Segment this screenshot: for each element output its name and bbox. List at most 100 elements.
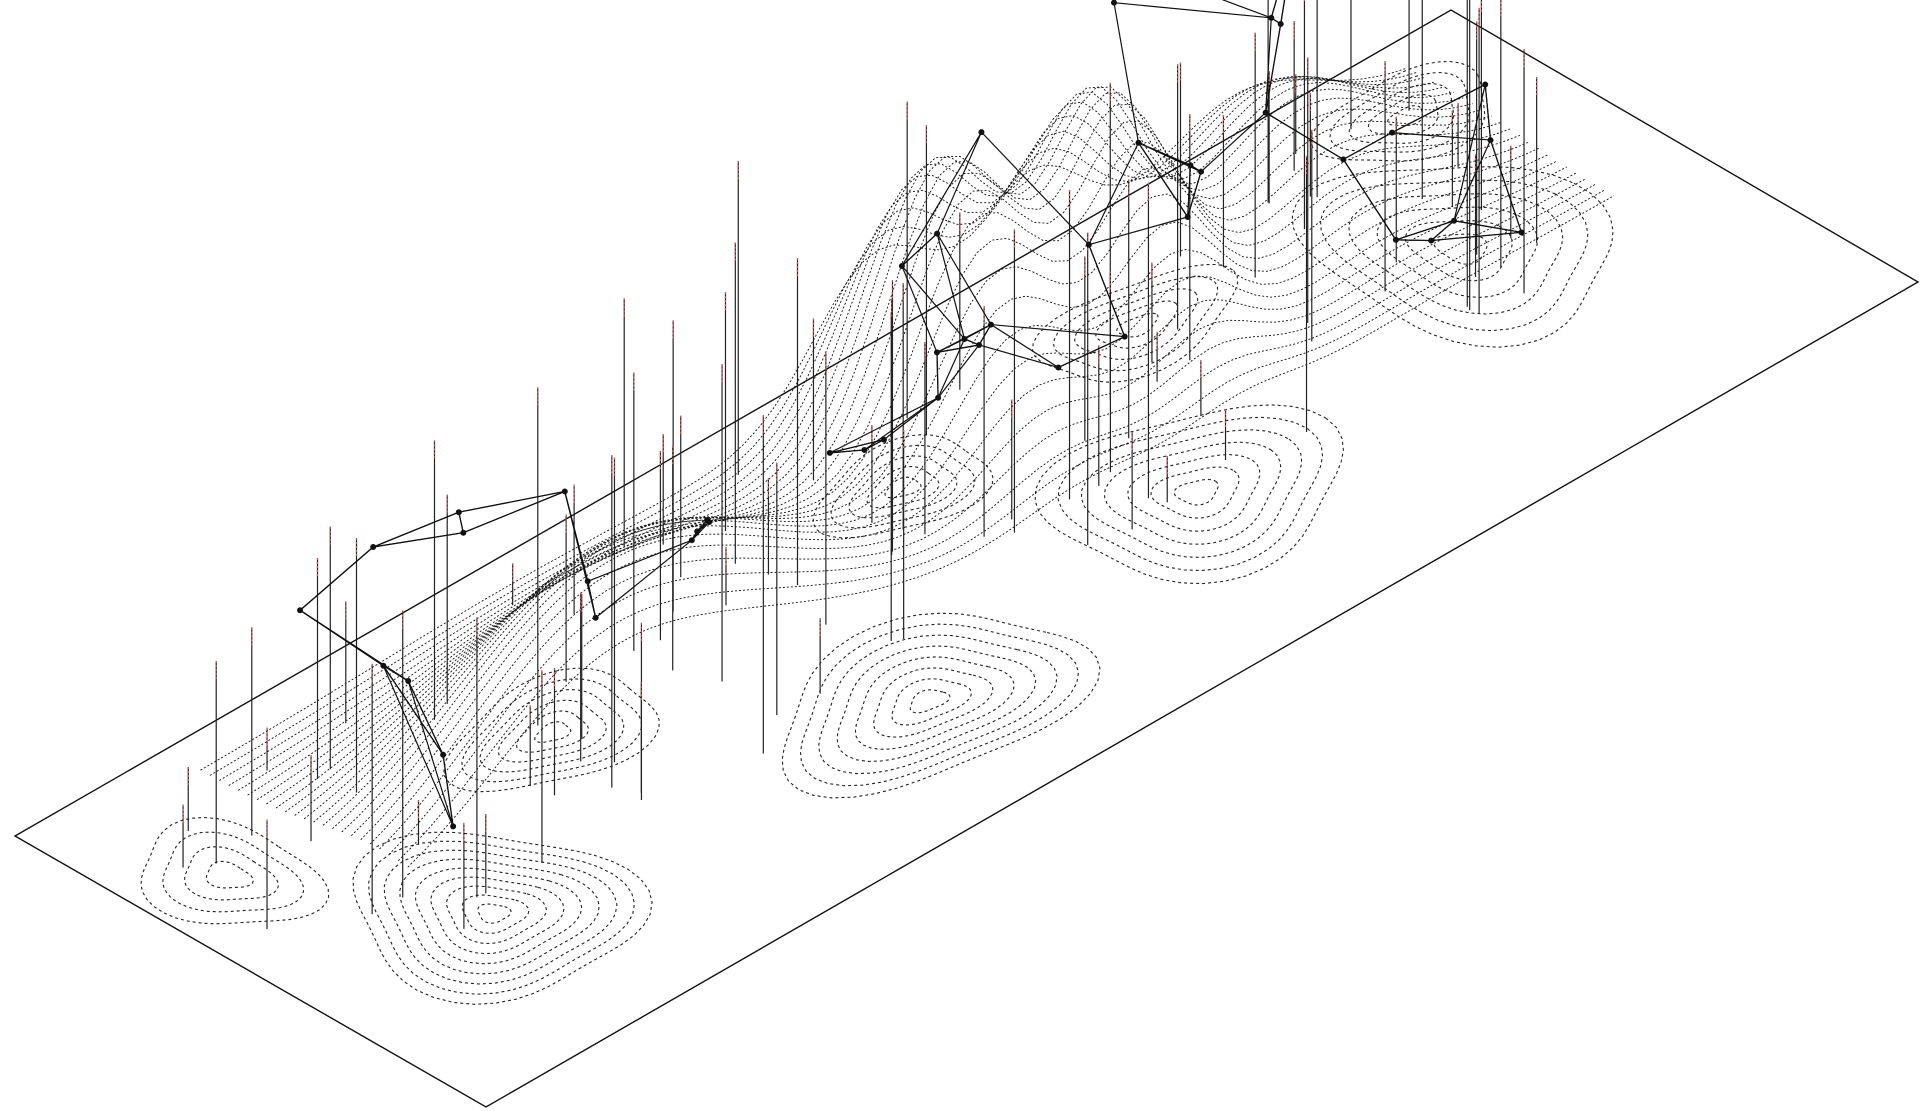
network-edge: [1088, 216, 1188, 246]
contour: [205, 860, 254, 889]
network-node: [976, 341, 983, 348]
contour: [515, 710, 589, 753]
contour: [1319, 179, 1589, 332]
network-edge: [981, 131, 1090, 246]
network-node: [978, 129, 985, 136]
ridge-line: [350, 160, 1558, 837]
network-node: [688, 537, 695, 544]
contour: [781, 612, 1101, 799]
network-node: [1187, 162, 1194, 169]
network-node: [1340, 156, 1347, 163]
network-node: [1392, 236, 1399, 243]
contour: [1074, 288, 1199, 361]
network-node: [1121, 333, 1128, 340]
network-edge: [1113, 2, 1272, 19]
contour: [1150, 466, 1240, 519]
network-nodes: [297, 0, 1525, 830]
contour: [1032, 263, 1239, 383]
network-edge: [1395, 239, 1432, 242]
network-edge: [901, 265, 965, 340]
contour: [812, 434, 994, 539]
contour: [140, 816, 330, 925]
contour: [1057, 416, 1324, 572]
network-node: [1451, 217, 1458, 224]
network-node: [1277, 20, 1284, 27]
ridge-line: [407, 195, 1615, 868]
network-edge: [564, 491, 597, 618]
network-edge: [1343, 132, 1393, 160]
contour: [399, 858, 600, 975]
contour: [1291, 166, 1614, 348]
contour: [848, 455, 958, 519]
network-node: [934, 230, 941, 237]
network-edge: [978, 344, 1059, 369]
contour: [866, 465, 940, 509]
contour: [836, 645, 1037, 762]
contour: [1034, 404, 1344, 585]
network-edge: [901, 131, 982, 267]
network-edge: [299, 546, 374, 611]
network-node: [592, 614, 599, 621]
ridge-line: [294, 120, 1502, 816]
contour: [446, 885, 547, 945]
network-node: [1389, 129, 1396, 136]
ridge-line: [360, 166, 1568, 841]
network-edge: [829, 397, 939, 454]
network-edge: [1088, 142, 1140, 245]
network-edge: [1391, 83, 1486, 134]
network-node: [405, 678, 412, 685]
contour: [534, 721, 572, 743]
contour: [430, 876, 565, 955]
network-node: [1184, 214, 1191, 221]
contour: [479, 689, 625, 773]
network-edge: [936, 233, 966, 340]
contour: [1310, 60, 1486, 162]
contour: [884, 476, 922, 499]
contour: [1104, 441, 1282, 545]
network-node: [880, 436, 887, 443]
ridge-line: [341, 154, 1549, 833]
contour: [1127, 454, 1261, 532]
contour: [368, 840, 636, 995]
contour-lines: [140, 60, 1614, 1005]
network-edge: [1187, 165, 1192, 218]
network-edge: [1200, 112, 1267, 173]
network-node: [933, 349, 940, 356]
network-node: [826, 449, 833, 456]
network-edge: [1395, 220, 1455, 241]
network-edge: [1265, 17, 1272, 113]
ridge-line: [247, 82, 1454, 796]
ridge-line: [219, 76, 1426, 781]
contour: [1348, 83, 1455, 144]
ridge-line: [369, 172, 1577, 845]
ridge-line: [237, 77, 1445, 791]
network-node: [1428, 237, 1435, 244]
network-node: [1262, 109, 1269, 116]
network-edge: [1265, 112, 1344, 160]
network-edge: [829, 449, 865, 454]
contour: [1376, 206, 1539, 298]
network-edge: [990, 324, 1059, 368]
contour: [854, 656, 1015, 750]
ground-plane: [13, 9, 1920, 1108]
network-edge: [937, 338, 966, 399]
network-edge: [1342, 159, 1397, 241]
network-edge: [901, 233, 938, 267]
ridge-line: [388, 184, 1596, 855]
contour: [162, 831, 305, 913]
contour: [497, 699, 607, 763]
contour: [184, 846, 279, 901]
network-edge: [936, 352, 939, 398]
network-node: [961, 335, 968, 342]
network-edge: [864, 439, 885, 451]
network-node: [370, 544, 377, 551]
network-node: [694, 528, 701, 535]
network-edge: [1453, 139, 1492, 222]
network-edge: [372, 511, 460, 548]
ridge-line: [285, 103, 1492, 813]
network-edge: [1280, 0, 1286, 25]
poles: [182, 0, 1538, 930]
network-node: [704, 517, 711, 524]
network-node: [1085, 241, 1092, 248]
network-edges: [299, 0, 1522, 827]
